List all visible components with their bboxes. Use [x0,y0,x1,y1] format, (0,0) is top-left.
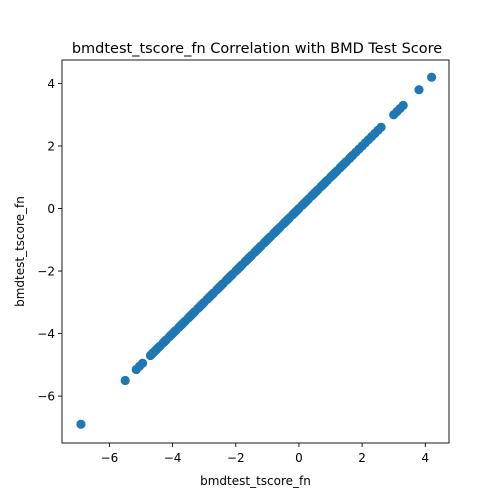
y-axis-label: bmdtest_tscore_fn [13,196,27,307]
y-tick-label: −2 [37,265,55,279]
y-axis-ticks: −6 −4 −2 0 2 4 [37,77,62,404]
data-point [120,375,130,386]
y-tick-label: 2 [47,139,55,153]
x-axis-ticks: −6 −4 −2 0 2 4 [101,443,429,465]
x-axis-label: bmdtest_tscore_fn [200,474,311,488]
y-tick-label: −6 [37,390,55,404]
data-point [376,122,386,132]
data-point [137,358,148,368]
points-layer [76,72,437,429]
data-point [427,72,437,82]
chart-title: bmdtest_tscore_fn Correlation with BMD T… [72,41,442,57]
x-tick-label: −4 [164,451,182,465]
x-tick-label: −6 [101,451,119,465]
y-tick-label: 0 [47,202,55,216]
x-tick-label: 0 [295,451,303,465]
x-tick-label: 2 [358,451,366,465]
y-tick-label: 4 [47,77,55,91]
plot-frame [61,59,450,444]
data-point [398,100,408,110]
y-tick-label: −4 [37,327,55,341]
data-point [76,419,86,429]
data-point [414,85,424,95]
x-tick-label: −2 [227,451,245,465]
x-tick-label: 4 [421,451,429,465]
